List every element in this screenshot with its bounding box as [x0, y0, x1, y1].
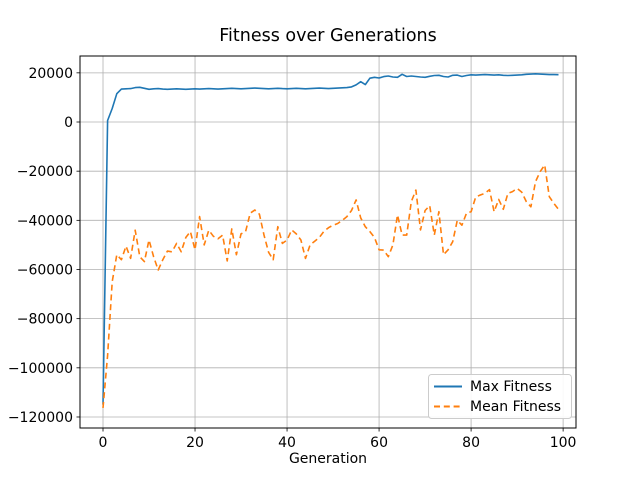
y-tick-label: −20000 — [17, 164, 73, 180]
series-max-fitness — [102, 73, 559, 405]
x-tick-label: 40 — [278, 435, 296, 451]
y-tick-label: −40000 — [17, 213, 73, 229]
y-tick-label: 0 — [64, 115, 73, 131]
x-axis-label: Generation — [289, 451, 367, 467]
legend-frame — [428, 374, 572, 419]
x-tick-label: 60 — [370, 435, 388, 451]
chart-title: Fitness over Generations — [219, 26, 437, 46]
x-tick-label: 100 — [550, 435, 577, 451]
y-tick-label: −80000 — [17, 312, 73, 328]
x-tick-label: 80 — [462, 435, 480, 451]
plot-area: 0 20 40 60 80 100 −120000 −100000 −80000 −60000 −4… — [8, 55, 577, 451]
y-tick-label: 20000 — [28, 66, 73, 82]
x-tick-label: 0 — [99, 435, 108, 451]
x-tick-label: 20 — [186, 435, 204, 451]
legend-label-mean-fitness: Mean Fitness — [470, 399, 561, 415]
series-mean-fitness — [102, 164, 560, 408]
y-tick-label: −60000 — [17, 262, 73, 278]
tick-labels: 0 20 40 60 80 100 −120000 −100000 −80000 −60000 −4… — [8, 66, 577, 451]
axis-ticks — [76, 72, 564, 432]
gridlines — [80, 56, 576, 428]
plot-border — [79, 55, 577, 429]
y-tick-label: −100000 — [8, 361, 73, 377]
legend: Max Fitness Mean Fitness — [428, 374, 572, 419]
y-tick-label: −120000 — [8, 410, 73, 426]
legend-label-max-fitness: Max Fitness — [470, 379, 552, 395]
